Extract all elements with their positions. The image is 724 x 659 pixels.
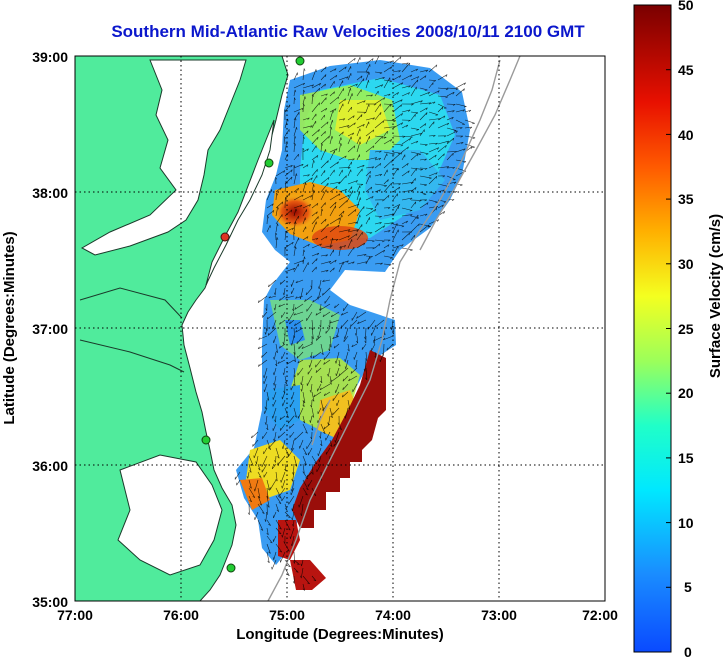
colorbar-tick: 45 <box>678 62 694 78</box>
x-tick-label: 73:00 <box>481 607 517 623</box>
river-2 <box>79 339 185 373</box>
y-tick-label: 37:00 <box>32 321 68 337</box>
station-marker <box>201 435 211 445</box>
colorbar-tick: 5 <box>684 579 692 595</box>
y-tick-label: 39:00 <box>32 49 68 65</box>
x-tick-label: 72:00 <box>582 607 618 623</box>
colorbar-tick: 15 <box>678 450 694 466</box>
colorbar-tick: 25 <box>678 321 694 337</box>
colorbar-tick: 35 <box>678 191 694 207</box>
colorbar-tick: 10 <box>678 515 694 531</box>
x-tick-label: 75:00 <box>269 607 305 623</box>
x-tick-label: 74:00 <box>375 607 411 623</box>
y-axis-label: Latitude (Degrees:Minutes) <box>1 231 18 424</box>
map-title: Southern Mid-Atlantic Raw Velocities 200… <box>111 22 585 41</box>
station-marker-alt <box>220 232 230 242</box>
colorbar-tick: 40 <box>678 127 694 143</box>
station-marker <box>264 158 274 168</box>
delmarva-sound <box>205 119 275 286</box>
chesapeake-bay <box>80 59 247 256</box>
colorbar: 50 45 40 35 30 25 20 15 10 5 0 Surface V… <box>633 0 724 659</box>
y-tick-label: 38:00 <box>32 185 68 201</box>
colorbar-tick: 20 <box>678 385 694 401</box>
x-axis: 77:00 76:00 75:00 74:00 73:00 72:00 Long… <box>57 607 618 643</box>
y-tick-label: 35:00 <box>32 594 68 610</box>
colorbar-gradient <box>633 4 672 653</box>
grid-lines <box>75 56 605 601</box>
colorbar-tick: 0 <box>684 644 692 659</box>
plot-frame <box>74 55 606 602</box>
colorbar-tick: 50 <box>678 0 694 13</box>
pamlico-sound <box>117 454 223 576</box>
river-1 <box>79 287 183 319</box>
station-marker <box>226 563 236 573</box>
bathymetry-contours <box>267 56 521 601</box>
x-axis-label: Longitude (Degrees:Minutes) <box>236 626 444 643</box>
x-tick-label: 76:00 <box>163 607 199 623</box>
y-tick-label: 36:00 <box>32 458 68 474</box>
x-tick-label: 77:00 <box>57 607 93 623</box>
station-marker <box>295 56 305 66</box>
y-axis: 39:00 38:00 37:00 36:00 35:00 Latitude (… <box>1 49 68 610</box>
colorbar-tick: 30 <box>678 256 694 272</box>
plot-area <box>75 56 605 601</box>
colorbar-label: Surface Velocity (cm/s) <box>707 214 724 378</box>
